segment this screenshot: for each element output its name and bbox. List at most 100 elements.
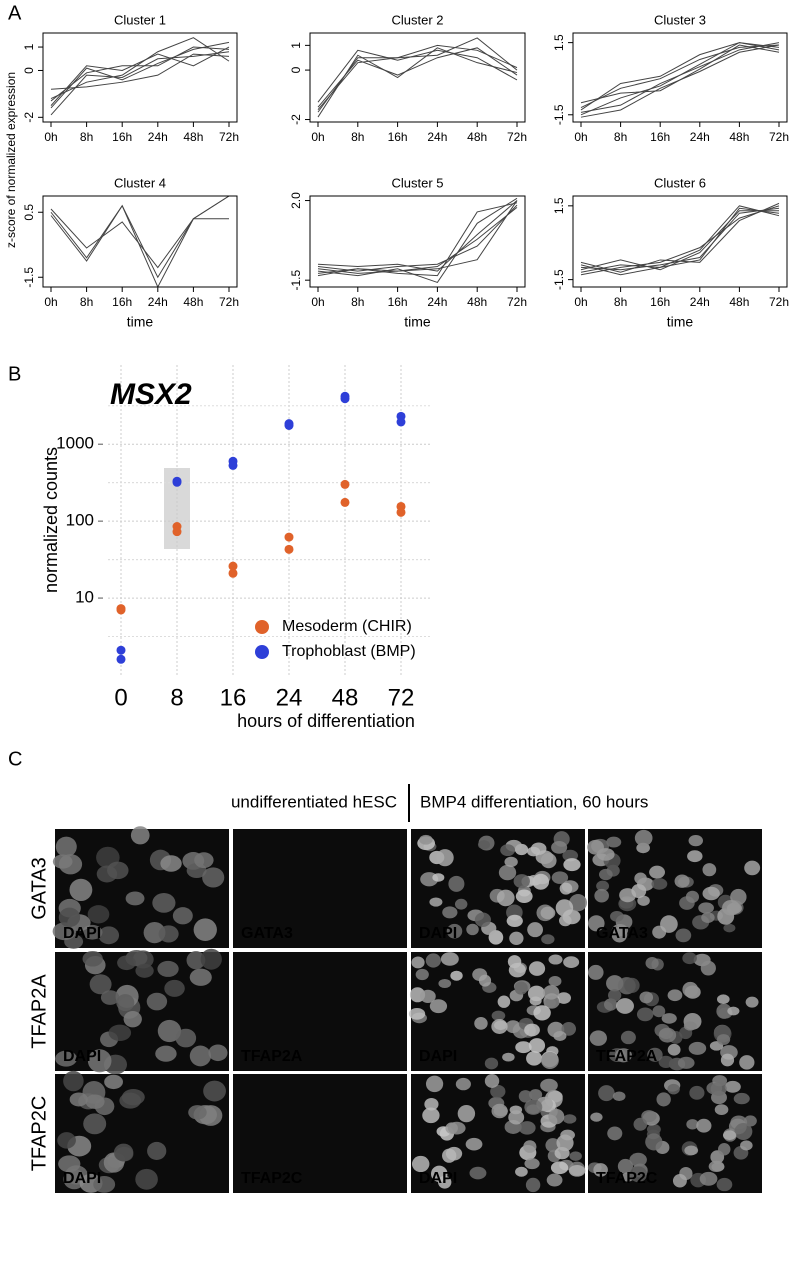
plot-frame	[572, 32, 788, 123]
legend-label: Trophoblast (BMP)	[282, 643, 416, 660]
x-tick-label: 72h	[769, 295, 789, 309]
nucleus	[146, 992, 168, 1011]
nucleus	[526, 1051, 543, 1066]
micrograph	[55, 948, 229, 1075]
nucleus	[411, 1155, 430, 1173]
nucleus	[604, 998, 618, 1011]
micrograph-bg	[233, 829, 407, 948]
y-tick-label: 0	[289, 66, 303, 73]
series-line	[580, 207, 780, 276]
image-label: DAPI	[63, 1170, 101, 1187]
nucleus	[125, 891, 145, 906]
series-line	[50, 195, 230, 279]
x-tick-label: 0	[114, 684, 127, 711]
nucleus	[484, 1057, 499, 1070]
series-line	[50, 46, 230, 102]
nucleus	[429, 999, 448, 1014]
nucleus	[589, 1030, 607, 1046]
micrograph	[588, 952, 762, 1071]
y-tick-label: 1.5	[552, 197, 566, 214]
nucleus	[98, 926, 120, 945]
image-label: DAPI	[63, 925, 101, 942]
nucleus	[587, 839, 604, 855]
nucleus	[620, 1030, 636, 1045]
micrograph	[411, 829, 588, 948]
nucleus	[550, 1161, 569, 1175]
nucleus	[716, 1034, 731, 1045]
y-tick-label: -1.5	[22, 267, 36, 288]
image-label: DAPI	[419, 925, 457, 942]
data-point	[172, 477, 182, 487]
column-header: undifferentiated hESC	[231, 792, 397, 811]
nucleus	[429, 897, 443, 907]
nucleus	[739, 1055, 755, 1070]
nucleus	[612, 1091, 626, 1102]
row-label: TFAP2C	[28, 1096, 50, 1172]
x-tick-label: 48h	[183, 295, 203, 309]
x-tick-label: 8	[170, 684, 183, 711]
x-tick-label: 0h	[574, 295, 587, 309]
x-tick-label: 72h	[769, 130, 789, 144]
nucleus	[688, 834, 703, 847]
nucleus	[491, 1010, 506, 1021]
nucleus	[116, 994, 135, 1012]
nucleus	[548, 1108, 565, 1125]
series-line	[50, 46, 230, 106]
nucleus	[491, 1019, 508, 1034]
nucleus	[590, 1112, 603, 1122]
nucleus	[555, 899, 574, 917]
nucleus	[160, 855, 182, 872]
nucleus	[104, 1074, 123, 1090]
nucleus	[438, 978, 452, 989]
nucleus	[506, 914, 523, 928]
nucleus	[108, 1024, 132, 1041]
nucleus	[637, 895, 650, 906]
image-label: DAPI	[63, 1048, 101, 1065]
data-point	[228, 561, 238, 571]
micrograph-bg	[233, 1074, 407, 1193]
nucleus	[202, 867, 225, 888]
image-label: GATA3	[596, 925, 648, 942]
nucleus	[446, 923, 463, 939]
x-tick-label: 16	[220, 684, 247, 711]
x-tick-label: 8h	[351, 295, 364, 309]
x-tick-label: 16h	[112, 130, 132, 144]
nucleus	[524, 1099, 543, 1115]
x-axis-label: time	[404, 314, 431, 330]
nucleus	[422, 1107, 440, 1124]
nucleus	[563, 1114, 577, 1124]
nucleus	[560, 1129, 575, 1141]
y-tick-label: -1.5	[552, 269, 566, 290]
nucleus	[513, 874, 530, 889]
nucleus	[649, 865, 665, 879]
nucleus	[598, 868, 613, 881]
y-tick-label: 1	[289, 42, 303, 49]
nucleus	[616, 998, 634, 1014]
nucleus	[702, 886, 720, 901]
nucleus	[157, 1019, 182, 1043]
nucleus	[608, 989, 622, 1002]
nucleus	[63, 1169, 86, 1190]
nucleus	[682, 952, 697, 965]
nucleus	[672, 1173, 687, 1188]
nucleus	[432, 873, 445, 882]
nucleus	[593, 1163, 608, 1177]
nucleus	[508, 1110, 525, 1125]
series-line	[50, 37, 230, 100]
nucleus	[474, 1016, 488, 1030]
nucleus	[661, 1013, 677, 1024]
y-axis-label: normalized counts	[41, 447, 61, 593]
nucleus	[524, 1023, 540, 1037]
nucleus	[58, 1155, 81, 1173]
chart-title: Cluster 5	[391, 175, 443, 190]
series-line	[580, 44, 780, 118]
nucleus	[135, 963, 154, 978]
nucleus	[639, 991, 654, 1004]
plot-frame	[42, 32, 238, 123]
nucleus	[551, 871, 569, 884]
nucleus	[645, 957, 659, 970]
x-tick-label: 72h	[507, 130, 527, 144]
series-line	[317, 197, 518, 284]
nucleus	[708, 1160, 725, 1173]
nucleus	[629, 1152, 647, 1167]
